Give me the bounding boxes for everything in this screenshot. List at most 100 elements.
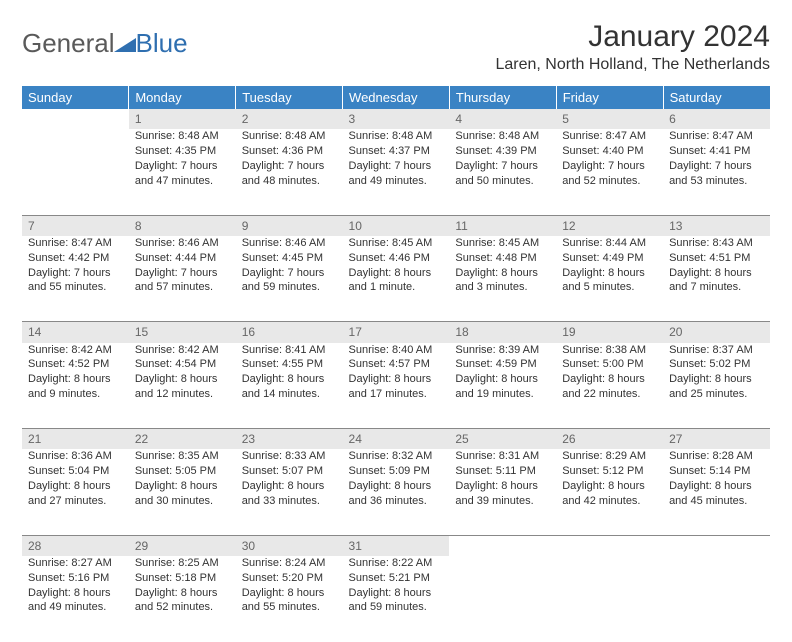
sunset-text: Sunset: 5:00 PM: [562, 357, 657, 372]
sunrise-text: Sunrise: 8:47 AM: [562, 129, 657, 144]
sunrise-text: Sunrise: 8:24 AM: [242, 556, 337, 571]
daynum-row: 78910111213: [22, 215, 770, 236]
day-cell: Sunrise: 8:48 AMSunset: 4:39 PMDaylight:…: [449, 129, 556, 215]
day-number: [22, 109, 129, 129]
daylight-text: and 3 minutes.: [455, 280, 550, 295]
day-cell: [22, 129, 129, 215]
weekday-header: Tuesday: [236, 86, 343, 109]
day-cell: Sunrise: 8:36 AMSunset: 5:04 PMDaylight:…: [22, 449, 129, 535]
sunrise-text: Sunrise: 8:37 AM: [669, 343, 764, 358]
daylight-text: and 55 minutes.: [242, 600, 337, 615]
day-number: 27: [663, 429, 770, 450]
day-number: 10: [343, 215, 450, 236]
day-cell: [449, 556, 556, 642]
daylight-text: and 59 minutes.: [349, 600, 444, 615]
daylight-text: Daylight: 8 hours: [349, 479, 444, 494]
sunrise-text: Sunrise: 8:35 AM: [135, 449, 230, 464]
daylight-text: Daylight: 8 hours: [349, 586, 444, 601]
day-cell: Sunrise: 8:31 AMSunset: 5:11 PMDaylight:…: [449, 449, 556, 535]
daylight-text: and 5 minutes.: [562, 280, 657, 295]
sunset-text: Sunset: 4:37 PM: [349, 144, 444, 159]
day-number: 31: [343, 535, 450, 556]
daylight-text: and 42 minutes.: [562, 494, 657, 509]
sunset-text: Sunset: 4:44 PM: [135, 251, 230, 266]
sunrise-text: Sunrise: 8:40 AM: [349, 343, 444, 358]
sunset-text: Sunset: 4:36 PM: [242, 144, 337, 159]
day-cell: Sunrise: 8:47 AMSunset: 4:41 PMDaylight:…: [663, 129, 770, 215]
daynum-row: 21222324252627: [22, 429, 770, 450]
sunrise-text: Sunrise: 8:31 AM: [455, 449, 550, 464]
weekday-header: Monday: [129, 86, 236, 109]
week-row: Sunrise: 8:48 AMSunset: 4:35 PMDaylight:…: [22, 129, 770, 215]
sunset-text: Sunset: 4:39 PM: [455, 144, 550, 159]
daylight-text: Daylight: 7 hours: [669, 159, 764, 174]
day-cell: Sunrise: 8:33 AMSunset: 5:07 PMDaylight:…: [236, 449, 343, 535]
daylight-text: Daylight: 8 hours: [669, 479, 764, 494]
sunrise-text: Sunrise: 8:48 AM: [455, 129, 550, 144]
daylight-text: and 45 minutes.: [669, 494, 764, 509]
daylight-text: Daylight: 8 hours: [562, 479, 657, 494]
daylight-text: and 27 minutes.: [28, 494, 123, 509]
day-number: 21: [22, 429, 129, 450]
day-number: 22: [129, 429, 236, 450]
sunrise-text: Sunrise: 8:22 AM: [349, 556, 444, 571]
week-row: Sunrise: 8:42 AMSunset: 4:52 PMDaylight:…: [22, 343, 770, 429]
location-text: Laren, North Holland, The Netherlands: [495, 56, 770, 74]
sunset-text: Sunset: 4:35 PM: [135, 144, 230, 159]
sunset-text: Sunset: 4:46 PM: [349, 251, 444, 266]
day-number: 6: [663, 109, 770, 129]
day-number: 17: [343, 322, 450, 343]
sunrise-text: Sunrise: 8:25 AM: [135, 556, 230, 571]
day-cell: Sunrise: 8:29 AMSunset: 5:12 PMDaylight:…: [556, 449, 663, 535]
daylight-text: Daylight: 7 hours: [562, 159, 657, 174]
daylight-text: and 52 minutes.: [562, 174, 657, 189]
sunset-text: Sunset: 5:02 PM: [669, 357, 764, 372]
daylight-text: and 52 minutes.: [135, 600, 230, 615]
sunrise-text: Sunrise: 8:39 AM: [455, 343, 550, 358]
daylight-text: and 47 minutes.: [135, 174, 230, 189]
day-number: 15: [129, 322, 236, 343]
daylight-text: and 53 minutes.: [669, 174, 764, 189]
sunrise-text: Sunrise: 8:45 AM: [455, 236, 550, 251]
logo-text-2: Blue: [136, 28, 188, 59]
daylight-text: Daylight: 8 hours: [455, 479, 550, 494]
sunset-text: Sunset: 5:05 PM: [135, 464, 230, 479]
day-cell: [556, 556, 663, 642]
day-number: 29: [129, 535, 236, 556]
day-number: 24: [343, 429, 450, 450]
sunrise-text: Sunrise: 8:42 AM: [28, 343, 123, 358]
daylight-text: and 17 minutes.: [349, 387, 444, 402]
page-title: January 2024: [495, 20, 770, 54]
daylight-text: Daylight: 7 hours: [242, 159, 337, 174]
sunrise-text: Sunrise: 8:46 AM: [135, 236, 230, 251]
day-cell: Sunrise: 8:39 AMSunset: 4:59 PMDaylight:…: [449, 343, 556, 429]
day-cell: Sunrise: 8:46 AMSunset: 4:45 PMDaylight:…: [236, 236, 343, 322]
sunset-text: Sunset: 5:12 PM: [562, 464, 657, 479]
day-number: 19: [556, 322, 663, 343]
daylight-text: and 30 minutes.: [135, 494, 230, 509]
daylight-text: Daylight: 8 hours: [562, 372, 657, 387]
sunset-text: Sunset: 4:55 PM: [242, 357, 337, 372]
day-cell: Sunrise: 8:42 AMSunset: 4:52 PMDaylight:…: [22, 343, 129, 429]
day-cell: Sunrise: 8:22 AMSunset: 5:21 PMDaylight:…: [343, 556, 450, 642]
sunrise-text: Sunrise: 8:45 AM: [349, 236, 444, 251]
day-cell: Sunrise: 8:27 AMSunset: 5:16 PMDaylight:…: [22, 556, 129, 642]
daylight-text: Daylight: 8 hours: [349, 372, 444, 387]
sunset-text: Sunset: 4:48 PM: [455, 251, 550, 266]
daylight-text: and 12 minutes.: [135, 387, 230, 402]
day-cell: Sunrise: 8:28 AMSunset: 5:14 PMDaylight:…: [663, 449, 770, 535]
day-number: 1: [129, 109, 236, 129]
day-number: 26: [556, 429, 663, 450]
week-row: Sunrise: 8:36 AMSunset: 5:04 PMDaylight:…: [22, 449, 770, 535]
day-cell: Sunrise: 8:32 AMSunset: 5:09 PMDaylight:…: [343, 449, 450, 535]
daylight-text: Daylight: 8 hours: [242, 479, 337, 494]
daylight-text: and 14 minutes.: [242, 387, 337, 402]
daylight-text: Daylight: 8 hours: [669, 266, 764, 281]
daynum-row: 14151617181920: [22, 322, 770, 343]
daylight-text: and 39 minutes.: [455, 494, 550, 509]
sunrise-text: Sunrise: 8:48 AM: [135, 129, 230, 144]
daylight-text: and 25 minutes.: [669, 387, 764, 402]
sunset-text: Sunset: 4:57 PM: [349, 357, 444, 372]
day-number: 16: [236, 322, 343, 343]
daylight-text: Daylight: 8 hours: [455, 372, 550, 387]
